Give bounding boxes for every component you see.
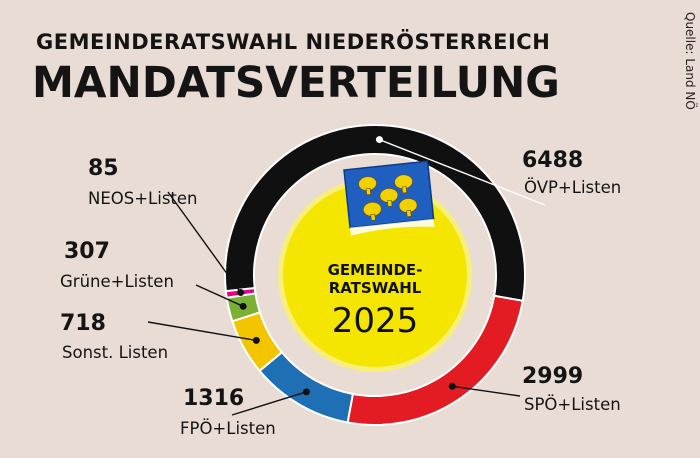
leader-line-neos-listen [167,191,242,293]
leader-lines [147,136,546,416]
value-label-fpö-listen: 1316 [183,386,244,411]
value-label-sonst-listen: 718 [60,311,106,336]
slice-övp-listen [224,124,526,302]
leader-dot-övp-listen [375,136,383,144]
chart-subtitle: GEMEINDERATSWAHL NIEDERÖSTERREICH [36,30,551,54]
leader-dot-sonst-listen [252,336,260,344]
chart-title: MANDATSVERTEILUNG [32,58,560,108]
series-label-fpö-listen: FPÖ+Listen [180,419,276,438]
value-label-spö-listen: 2999 [522,364,583,389]
badge-line-2: RATSWAHL [329,279,422,297]
leader-dot-neos-listen [237,289,245,297]
value-label-neos-listen: 85 [88,156,119,181]
center-badge: GEMEINDE- RATSWAHL 2025 [278,160,472,372]
value-label-grüne-listen: 307 [64,239,110,264]
lower-austria-flag-icon [343,160,435,236]
badge-line-1: GEMEINDE- [328,261,423,279]
leader-dot-grüne-listen [239,302,247,310]
badge-year: 2025 [332,301,419,341]
series-label-spö-listen: SPÖ+Listen [524,395,621,414]
value-label-övp-listen: 6488 [522,148,583,173]
series-label-grüne-listen: Grüne+Listen [60,272,174,291]
leader-line-övp-listen [379,138,546,206]
leader-dot-fpö-listen [302,388,310,396]
leader-line-sonst-listen [147,321,257,342]
series-label-sonst-listen: Sonst. Listen [62,343,168,362]
leader-line-grüne-listen [195,284,244,307]
badge-disc [283,183,467,367]
source-note: Quelle: Land NÖ [683,12,697,110]
series-label-övp-listen: ÖVP+Listen [524,178,621,197]
slice-labels: 6488 ÖVP+Listen 2999 SPÖ+Listen 1316 FPÖ+List… [60,148,621,438]
leader-line-fpö-listen [231,391,307,416]
series-label-neos-listen: NEOS+Listen [88,189,198,208]
leader-dot-spö-listen [448,382,456,390]
leader-line-spö-listen [452,385,521,397]
donut-slices [224,124,526,426]
